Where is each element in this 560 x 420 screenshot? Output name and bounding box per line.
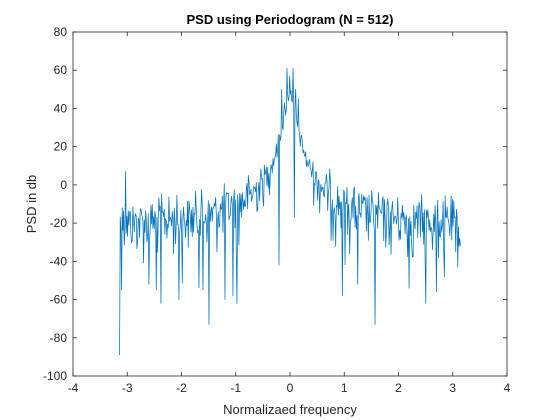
- chart-title: PSD using Periodogram (N = 512): [187, 12, 394, 27]
- x-tick-label: -1: [230, 381, 241, 395]
- y-tick-label: 40: [54, 101, 68, 115]
- x-tick-label: 0: [287, 381, 294, 395]
- axes-layer: -4 -3 -2 -1 0 1 2 3 4 -100 -80 -60 -40 -20 0 20 40 60 80: [43, 25, 511, 395]
- y-tick-label: 0: [60, 178, 67, 192]
- x-tick-label: -3: [122, 381, 133, 395]
- y-tick-label: -80: [50, 331, 68, 345]
- x-tick-label: 1: [341, 381, 348, 395]
- y-tick-label: -100: [43, 369, 67, 383]
- y-tick-label: -20: [50, 216, 68, 230]
- x-tick-label: -2: [176, 381, 187, 395]
- x-tick-label: 4: [504, 381, 511, 395]
- x-tick-label: 3: [449, 381, 456, 395]
- y-tick-label: -40: [50, 254, 68, 268]
- series-layer: [119, 67, 461, 355]
- psd-series-line-0: [119, 67, 461, 355]
- y-tick-label: -60: [50, 293, 68, 307]
- y-tick-label: 20: [54, 140, 68, 154]
- x-tick-label: 2: [395, 381, 402, 395]
- x-tick-label: -4: [68, 381, 79, 395]
- y-tick-label: 80: [54, 25, 68, 39]
- x-axis-label: Normalizaed frequency: [223, 402, 357, 417]
- y-axis-label: PSD in db: [24, 175, 39, 234]
- y-tick-label: 60: [54, 63, 68, 77]
